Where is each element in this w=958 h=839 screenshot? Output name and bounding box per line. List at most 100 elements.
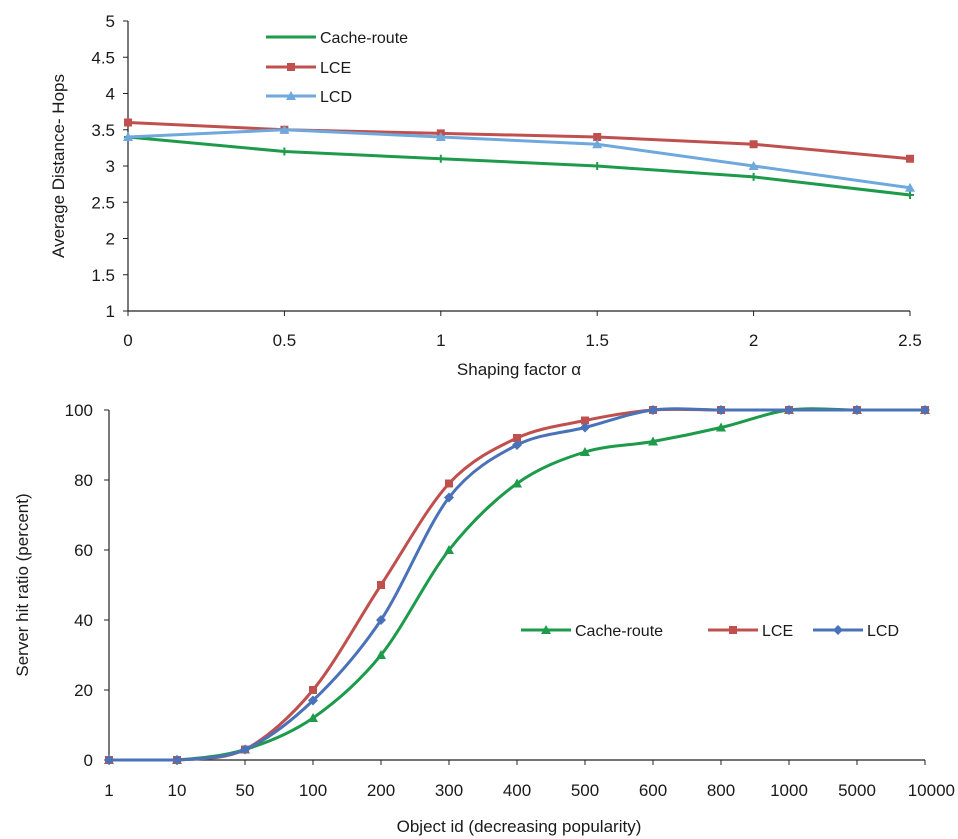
data-point (716, 422, 726, 432)
x-tick-label: 2 (749, 331, 758, 350)
y-tick-label: 20 (74, 681, 93, 700)
y-tick-label: 5 (106, 12, 115, 31)
chart-1: 1 1.5 2 2.5 3 3.5 4 4.5 5 0 0.5 1 1.5 2 2.5 Average D… (49, 12, 922, 379)
data-point (308, 695, 318, 706)
chart-2-legend-label: LCD (867, 623, 899, 640)
data-point (444, 545, 454, 554)
data-point (172, 755, 182, 765)
chart-1-axes (127, 21, 910, 312)
data-point (444, 492, 454, 503)
chart-2-series (104, 405, 930, 765)
data-point (376, 615, 386, 625)
series-lce (105, 406, 929, 764)
y-tick-label: 3.5 (91, 121, 115, 140)
data-point (592, 139, 603, 149)
chart-1-x-ticks: 0 0.5 1 1.5 2 2.5 (123, 311, 922, 350)
data-point (512, 440, 522, 450)
x-tick-label: 1.5 (585, 331, 609, 350)
chart-2-axes (108, 410, 925, 761)
chart-1-legend: Cache-route LCE LCD (266, 30, 408, 106)
series-line (127, 121, 911, 161)
chart-2-x-ticks: 1 10 50 100 200 300 400 500 600 800 1000 5000 10000 (104, 760, 955, 800)
data-point (920, 405, 930, 415)
data-point (308, 713, 318, 722)
y-tick-label: 4.5 (91, 48, 115, 67)
x-tick-label: 2.5 (898, 331, 922, 350)
chart-2-legend-item-lce: LCE (708, 623, 793, 640)
chart-1-y-ticks: 1 1.5 2 2.5 3 3.5 4 4.5 5 (91, 12, 128, 321)
series-line (108, 407, 925, 762)
data-point (512, 478, 522, 488)
chart-1-legend-label: Cache-route (320, 30, 408, 47)
x-tick-label: 10000 (908, 781, 955, 800)
y-tick-label: 4 (106, 85, 115, 104)
chart-1-legend-item-lcd: LCD (266, 89, 352, 106)
x-tick-label: 10 (168, 781, 187, 800)
chart-2-y-ticks: 0 20 40 60 80 100 (65, 401, 109, 770)
series-lcd (123, 124, 915, 192)
x-tick-label: 1 (104, 781, 113, 800)
x-tick-label: 50 (236, 781, 255, 800)
data-point (309, 686, 317, 694)
x-tick-label: 200 (367, 781, 395, 800)
x-tick-label: 100 (299, 781, 327, 800)
data-point (580, 422, 590, 433)
chart-2-legend-item-lcd: LCD (813, 623, 899, 640)
data-point (749, 172, 758, 181)
data-point (280, 147, 289, 156)
chart-1-x-axis-label: Shaping factor α (457, 360, 581, 379)
data-point (435, 132, 446, 141)
x-tick-label: 500 (571, 781, 599, 800)
chart-2-x-axis-label: Object id (decreasing popularity) (397, 817, 642, 836)
y-tick-label: 60 (74, 541, 93, 560)
x-tick-label: 1000 (770, 781, 808, 800)
data-point (906, 154, 914, 163)
data-point (104, 755, 114, 765)
data-point (436, 154, 445, 163)
y-tick-label: 100 (65, 401, 93, 420)
chart-1-legend-label: LCE (320, 60, 351, 77)
series-line (108, 407, 925, 762)
chart-1-y-axis-label: Average Distance- Hops (49, 74, 68, 258)
data-point (748, 161, 759, 170)
chart-1-series (123, 118, 915, 199)
data-point (513, 434, 521, 442)
data-point (376, 650, 386, 659)
data-point (124, 118, 132, 127)
y-tick-label: 2 (106, 230, 115, 249)
chart-2-legend-item-cache-route: Cache-route (521, 623, 663, 640)
series-cache-route (104, 405, 930, 764)
data-point (593, 162, 602, 170)
series-line (127, 135, 911, 197)
data-point (279, 124, 290, 134)
y-tick-label: 80 (74, 471, 93, 490)
data-point (581, 416, 589, 425)
y-tick-label: 2.5 (91, 193, 115, 212)
data-point (716, 405, 726, 415)
data-point (852, 405, 862, 415)
x-tick-label: 0.5 (273, 331, 297, 350)
data-point (749, 140, 758, 149)
y-tick-label: 3 (106, 157, 115, 176)
chart-2-legend-label: LCE (762, 623, 793, 640)
chart-1-legend-item-lce: LCE (266, 60, 351, 77)
data-point (905, 182, 915, 192)
data-point (648, 405, 658, 415)
y-tick-label: 1.5 (91, 266, 115, 285)
data-point (445, 479, 453, 488)
x-tick-label: 300 (435, 781, 463, 800)
chart-2-y-axis-label: Server hit ratio (percent) (13, 493, 32, 676)
chart-1-legend-label: LCD (320, 89, 352, 106)
x-tick-label: 1 (436, 331, 445, 350)
data-point (593, 133, 602, 141)
y-tick-label: 40 (74, 611, 93, 630)
y-tick-label: 1 (106, 302, 115, 321)
data-point (906, 191, 914, 199)
x-tick-label: 600 (639, 781, 667, 800)
data-point (648, 436, 658, 446)
chart-2-legend: Cache-route LCE LCD (521, 623, 899, 640)
data-point (240, 744, 250, 755)
x-tick-label: 5000 (838, 781, 876, 800)
